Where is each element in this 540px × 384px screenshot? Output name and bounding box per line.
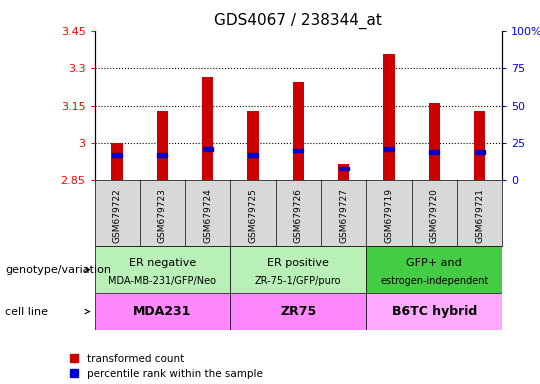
Text: GSM679720: GSM679720 xyxy=(430,189,438,243)
Text: GSM679719: GSM679719 xyxy=(384,189,394,243)
Bar xyxy=(157,111,168,180)
Text: B6TC hybrid: B6TC hybrid xyxy=(392,305,477,318)
Bar xyxy=(293,82,304,180)
Text: GSM679722: GSM679722 xyxy=(113,189,122,243)
Text: GSM679725: GSM679725 xyxy=(248,189,258,243)
Bar xyxy=(231,247,366,293)
Text: ZR75: ZR75 xyxy=(280,305,316,318)
Bar xyxy=(202,77,213,180)
Bar xyxy=(248,153,258,157)
Text: ER positive: ER positive xyxy=(267,258,329,268)
Bar xyxy=(247,111,259,180)
Text: MDA-MB-231/GFP/Neo: MDA-MB-231/GFP/Neo xyxy=(109,276,217,286)
Text: cell line: cell line xyxy=(5,306,49,316)
Bar xyxy=(111,143,123,180)
Text: MDA231: MDA231 xyxy=(133,305,192,318)
Bar xyxy=(158,153,167,157)
Bar xyxy=(474,111,485,180)
Bar xyxy=(94,293,231,330)
Text: GSM679724: GSM679724 xyxy=(203,189,212,243)
Text: GSM679726: GSM679726 xyxy=(294,189,303,243)
Bar xyxy=(231,293,366,330)
Bar xyxy=(339,167,349,170)
Bar xyxy=(94,247,231,293)
Title: GDS4067 / 238344_at: GDS4067 / 238344_at xyxy=(214,13,382,29)
Bar xyxy=(338,164,349,180)
Text: GSM679721: GSM679721 xyxy=(475,189,484,243)
Bar xyxy=(384,147,394,151)
Bar xyxy=(475,151,484,154)
Text: genotype/variation: genotype/variation xyxy=(5,265,111,275)
Bar xyxy=(112,153,122,157)
Text: estrogen-independent: estrogen-independent xyxy=(380,276,489,286)
Bar xyxy=(429,151,439,154)
Text: GFP+ and: GFP+ and xyxy=(407,258,462,268)
Text: GSM679723: GSM679723 xyxy=(158,189,167,243)
Bar xyxy=(366,293,502,330)
Bar xyxy=(383,55,395,180)
Text: ZR-75-1/GFP/puro: ZR-75-1/GFP/puro xyxy=(255,276,342,286)
Bar xyxy=(202,147,213,151)
Legend: transformed count, percentile rank within the sample: transformed count, percentile rank withi… xyxy=(70,354,262,379)
Bar xyxy=(293,149,303,152)
Bar xyxy=(366,247,502,293)
Text: ER negative: ER negative xyxy=(129,258,196,268)
Bar xyxy=(429,103,440,180)
Text: GSM679727: GSM679727 xyxy=(339,189,348,243)
